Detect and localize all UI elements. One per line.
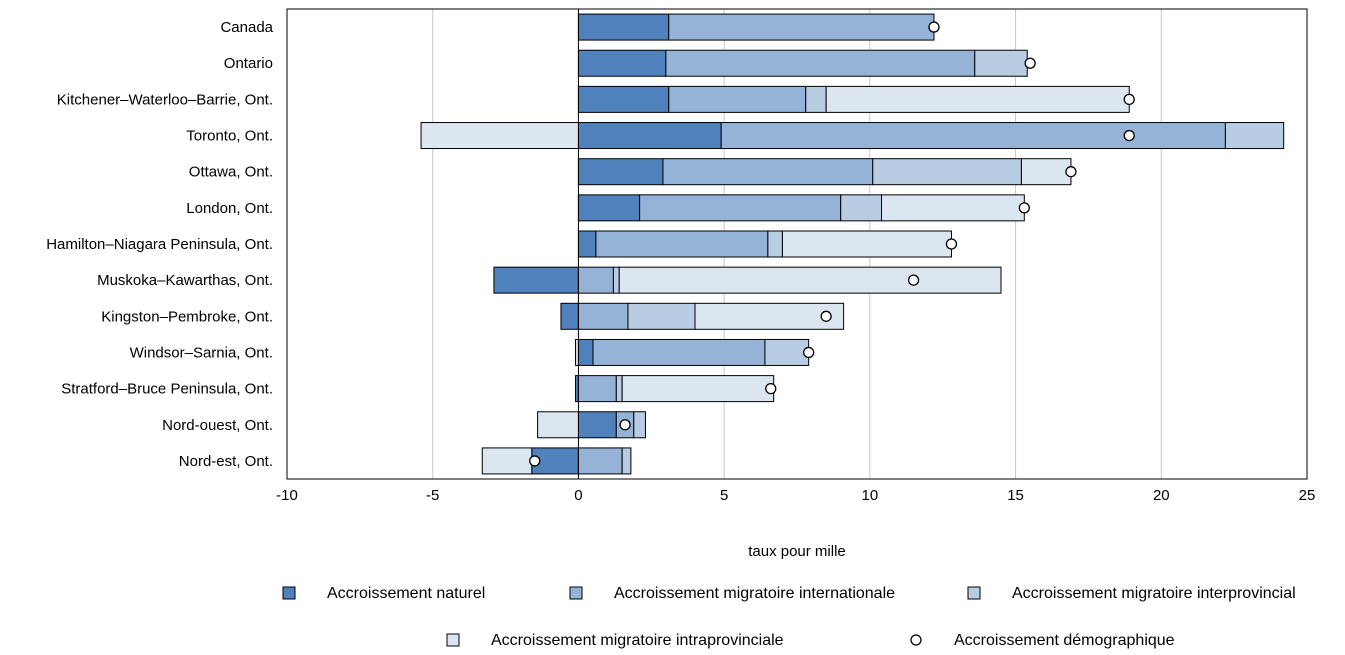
category-label: Canada bbox=[220, 19, 273, 36]
category-label: Kitchener–Waterloo–Barrie, Ont. bbox=[57, 91, 273, 108]
bar-segment-1 bbox=[577, 85, 670, 113]
bar-segment-4 bbox=[537, 411, 579, 439]
x-tick-label: 20 bbox=[1153, 487, 1170, 504]
bar-segment-2 bbox=[577, 302, 629, 330]
category-labels: Canada Ontario Kitchener–Waterloo–Barrie, … bbox=[46, 19, 273, 470]
bar-segment-3 bbox=[840, 194, 883, 222]
growth-point bbox=[1018, 202, 1030, 214]
x-tick-label: 25 bbox=[1299, 487, 1316, 504]
x-tick-label: -10 bbox=[276, 487, 298, 504]
x-tick-label: 15 bbox=[1007, 487, 1024, 504]
bars bbox=[420, 13, 1285, 475]
bar-segment-1 bbox=[493, 266, 579, 294]
bar-segment-3 bbox=[764, 338, 810, 366]
bar-segment-1 bbox=[577, 49, 667, 77]
category-label: Muskoka–Kawarthas, Ont. bbox=[97, 272, 273, 289]
legend-label: Accroissement migratoire internationale bbox=[614, 585, 895, 602]
growth-point bbox=[765, 382, 777, 395]
category-label: Nord-ouest, Ont. bbox=[162, 417, 273, 434]
legend-swatch bbox=[569, 586, 583, 600]
growth-point bbox=[1123, 93, 1135, 106]
x-tick-labels: -10 -5 0 5 10 15 20 25 bbox=[276, 487, 1315, 504]
bar-segment-3 bbox=[615, 375, 623, 403]
plot-frame bbox=[286, 8, 1308, 480]
bar-segment-4 bbox=[825, 85, 1130, 113]
legend-label: Accroissement naturel bbox=[327, 585, 485, 602]
category-label: London, Ont. bbox=[186, 200, 273, 217]
legend-swatch bbox=[910, 634, 922, 646]
legend-swatch bbox=[282, 586, 296, 600]
growth-point bbox=[820, 310, 832, 322]
bar-segment-2 bbox=[577, 447, 623, 475]
bar-segment-1 bbox=[577, 158, 664, 186]
bar-segment-3 bbox=[627, 302, 696, 330]
bar-segment-4 bbox=[881, 194, 1025, 222]
bar-segment-1 bbox=[577, 230, 597, 258]
bar-segment-1 bbox=[560, 302, 579, 330]
x-tick-label: 10 bbox=[862, 487, 879, 504]
x-tick-label: -5 bbox=[426, 487, 439, 504]
bar-segment-2 bbox=[665, 49, 976, 77]
bar-segment-4 bbox=[618, 266, 1002, 294]
category-label: Nord-est, Ont. bbox=[179, 453, 273, 470]
growth-point bbox=[1024, 57, 1036, 69]
bar-segment-1 bbox=[577, 411, 617, 439]
category-label: Ontario bbox=[224, 55, 273, 72]
bar-segment-4 bbox=[621, 375, 775, 403]
category-label: Stratford–Bruce Peninsula, Ont. bbox=[61, 381, 273, 398]
bar-segment-3 bbox=[621, 447, 632, 475]
category-label: Toronto, Ont. bbox=[186, 128, 273, 145]
growth-point bbox=[1065, 166, 1077, 178]
bar-segment-2 bbox=[639, 194, 842, 222]
growth-point bbox=[928, 21, 940, 33]
bar-segment-4 bbox=[781, 230, 952, 258]
growth-point bbox=[907, 274, 920, 286]
bar-segment-3 bbox=[612, 266, 620, 294]
legend: Accroissement naturel Accroissement migra… bbox=[282, 585, 1296, 649]
bar-segment-4 bbox=[694, 302, 845, 330]
bar-segment-2 bbox=[668, 85, 807, 113]
category-label: Hamilton–Niagara Peninsula, Ont. bbox=[46, 236, 273, 253]
category-label: Windsor–Sarnia, Ont. bbox=[130, 344, 273, 361]
category-label: Ottawa, Ont. bbox=[189, 164, 273, 181]
legend-label: Accroissement démographique bbox=[954, 632, 1175, 649]
bar-segment-3 bbox=[767, 230, 783, 258]
legend-label: Accroissement migratoire interprovincial bbox=[1012, 585, 1296, 602]
growth-point bbox=[945, 238, 958, 250]
bar-segment-3 bbox=[872, 158, 1022, 186]
bar-segment-1 bbox=[577, 194, 641, 222]
bar-segment-2 bbox=[668, 13, 935, 41]
x-axis-title: taux pour mille bbox=[748, 543, 846, 560]
legend-swatch bbox=[446, 633, 460, 647]
growth-markers bbox=[529, 21, 1135, 467]
bar-segment-1 bbox=[577, 122, 722, 150]
bar-segment-4 bbox=[481, 447, 533, 475]
bar-segment-2 bbox=[577, 375, 617, 403]
legend-swatch bbox=[967, 586, 981, 600]
legend-label: Accroissement migratoire intraprovincial… bbox=[491, 632, 784, 649]
bar-segment-3 bbox=[805, 85, 827, 113]
bar-segment-1 bbox=[577, 338, 594, 366]
x-tick-label: 0 bbox=[574, 487, 582, 504]
category-label: Kingston–Pembroke, Ont. bbox=[101, 308, 273, 325]
bar-segment-3 bbox=[974, 49, 1028, 77]
bar-segment-4 bbox=[420, 122, 579, 150]
growth-point bbox=[529, 455, 541, 467]
bar-segment-2 bbox=[662, 158, 874, 186]
bar-segment-2 bbox=[595, 230, 769, 258]
growth-point bbox=[1123, 129, 1135, 142]
bar-segment-2 bbox=[592, 338, 766, 366]
bar-segment-3 bbox=[633, 411, 646, 439]
bar-segment-1 bbox=[577, 13, 670, 41]
bar-segment-4 bbox=[1020, 158, 1072, 186]
growth-point bbox=[619, 419, 631, 431]
x-tick-label: 5 bbox=[720, 487, 728, 504]
growth-point bbox=[803, 346, 815, 359]
bar-segment-3 bbox=[1224, 122, 1285, 150]
bar-segment-2 bbox=[577, 266, 614, 294]
bar-segment-2 bbox=[720, 122, 1226, 150]
